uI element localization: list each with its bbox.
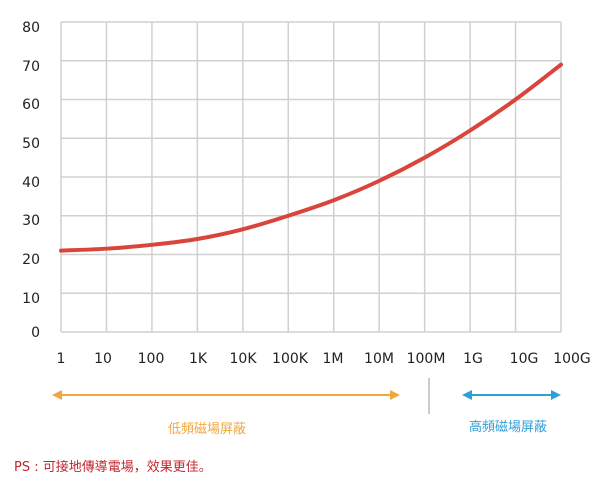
x-tick: 10M bbox=[364, 351, 394, 367]
x-tick: 1G bbox=[463, 351, 483, 367]
y-tick: 40 bbox=[22, 175, 40, 191]
x-tick: 100K bbox=[272, 351, 308, 367]
x-tick: 100 bbox=[137, 351, 165, 367]
low-frequency-arrow-right-arrowhead-icon bbox=[390, 390, 400, 400]
high-frequency-label: 高頻磁場屏蔽 bbox=[469, 420, 548, 435]
x-tick: 1K bbox=[188, 351, 208, 367]
y-tick: 0 bbox=[31, 325, 40, 341]
y-tick: 30 bbox=[22, 213, 40, 229]
y-tick: 80 bbox=[22, 20, 40, 36]
low-frequency-label: 低頻磁場屏蔽 bbox=[168, 422, 247, 437]
high-frequency-arrow-right-arrowhead-icon bbox=[551, 390, 561, 400]
y-tick: 50 bbox=[22, 136, 40, 152]
y-tick: 10 bbox=[22, 291, 40, 307]
x-tick: 1 bbox=[56, 351, 66, 367]
x-tick: 1M bbox=[322, 351, 344, 367]
y-tick: 70 bbox=[22, 59, 40, 75]
x-tick: 100M bbox=[406, 351, 446, 367]
shielding-curve bbox=[59, 62, 563, 253]
x-tick: 10 bbox=[94, 351, 112, 367]
x-tick: 10K bbox=[229, 351, 257, 367]
high-frequency-arrow-left-arrowhead-icon bbox=[462, 390, 472, 400]
low-frequency-arrow-left-arrowhead-icon bbox=[52, 390, 62, 400]
y-tick: 20 bbox=[22, 252, 40, 268]
y-tick: 60 bbox=[22, 97, 40, 113]
footnote: PS : 可接地傳導電場，效果更佳。 bbox=[14, 460, 212, 475]
x-tick: 10G bbox=[509, 351, 539, 367]
x-tick: 100G bbox=[553, 351, 591, 367]
